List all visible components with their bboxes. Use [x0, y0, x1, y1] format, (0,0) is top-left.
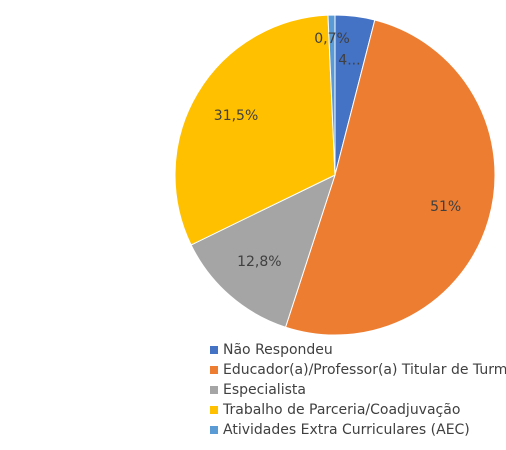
data-label: 51% — [430, 199, 461, 215]
legend-label: Especialista — [223, 382, 306, 398]
legend-label: Atividades Extra Curriculares (AEC) — [223, 422, 470, 438]
pie-slice — [190, 174, 336, 328]
legend-label: Educador(a)/Professor(a) Titular de Turm… — [223, 362, 506, 378]
data-label: 0,7% — [314, 31, 350, 47]
pie-slice — [327, 14, 336, 176]
legend-swatch — [210, 426, 218, 434]
data-label: 31,5% — [214, 108, 258, 124]
legend-swatch — [210, 346, 218, 354]
data-label: 4... — [338, 53, 360, 69]
legend-swatch — [210, 366, 218, 374]
legend-label: Não Respondeu — [223, 342, 333, 358]
pie-slice — [174, 14, 336, 246]
legend-swatch — [210, 386, 218, 394]
data-label: 12,8% — [237, 254, 281, 270]
pie-slice — [284, 19, 496, 336]
legend-label: Trabalho de Parceria/Coadjuvação — [222, 402, 460, 418]
legend-swatch — [210, 406, 218, 414]
